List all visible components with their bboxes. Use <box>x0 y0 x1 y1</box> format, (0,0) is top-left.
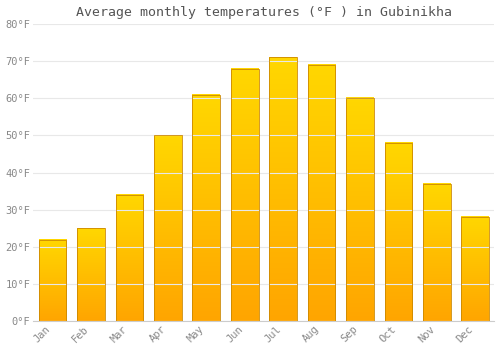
Bar <box>77 229 105 321</box>
Bar <box>346 98 374 321</box>
Bar <box>270 57 297 321</box>
Bar <box>192 94 220 321</box>
Title: Average monthly temperatures (°F ) in Gubinikha: Average monthly temperatures (°F ) in Gu… <box>76 6 452 19</box>
Bar <box>231 69 258 321</box>
Bar <box>308 65 336 321</box>
Bar <box>462 217 489 321</box>
Bar <box>423 184 450 321</box>
Bar <box>154 135 182 321</box>
Bar <box>38 239 66 321</box>
Bar <box>384 143 412 321</box>
Bar <box>116 195 143 321</box>
